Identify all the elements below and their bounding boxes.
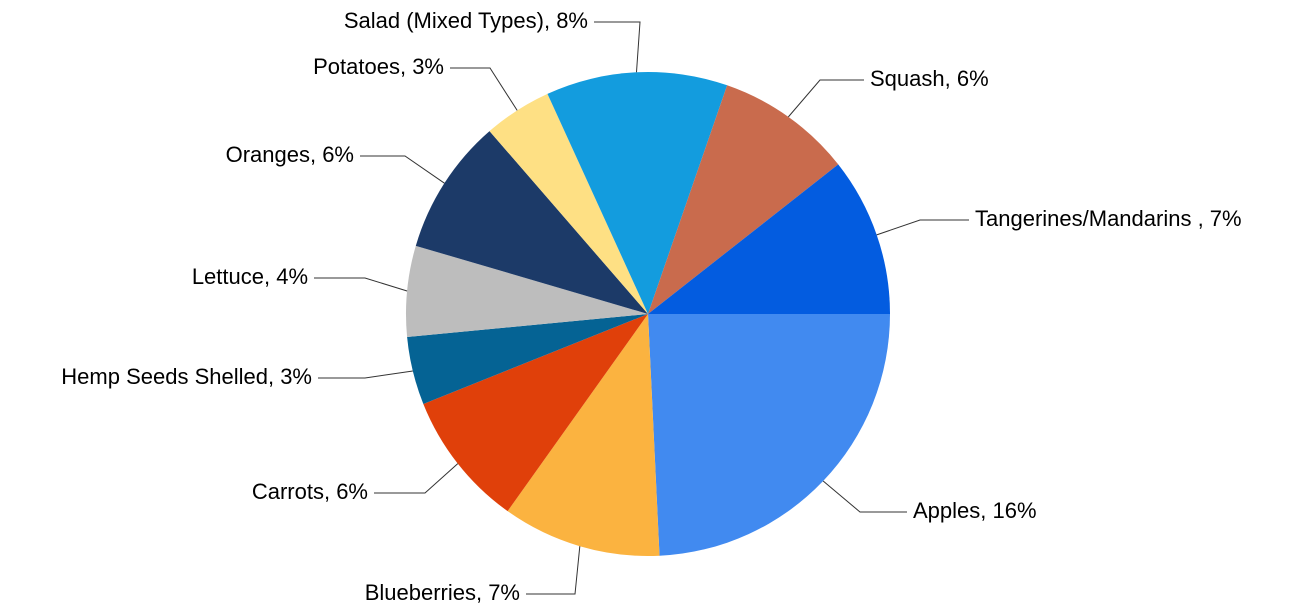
leader-line [822,480,907,513]
data-label: Hemp Seeds Shelled, 3% [61,364,312,389]
pie-slice [415,131,648,314]
data-label: Salad (Mixed Types), 8% [344,8,588,33]
pie-slice [489,93,648,315]
pie-slice [648,85,839,314]
data-label: Lettuce, 4% [192,264,308,289]
leader-line [876,219,969,236]
leader-line [374,463,459,494]
data-label: Oranges, 6% [226,142,354,167]
pie-slice [406,245,648,338]
leader-line [314,277,408,292]
data-label: Blueberries, 7% [365,580,520,605]
leader-line [450,67,518,111]
data-label: Potatoes, 3% [313,54,444,79]
pie-slice [507,314,660,556]
pie-slice [648,314,890,556]
leader-line [787,79,864,118]
data-label: Apples, 16% [913,498,1037,523]
data-label: Squash, 6% [870,66,989,91]
pie-slice [547,71,728,314]
leader-line [594,21,641,73]
pie-slice [648,164,890,314]
data-label: Carrots, 6% [252,479,368,504]
leader-line [526,546,581,595]
leader-line [360,155,445,184]
pie-slice [423,314,648,512]
leader-line [318,370,413,379]
data-label: Tangerines/Mandarins , 7% [975,206,1242,231]
pie-slice [407,314,648,404]
